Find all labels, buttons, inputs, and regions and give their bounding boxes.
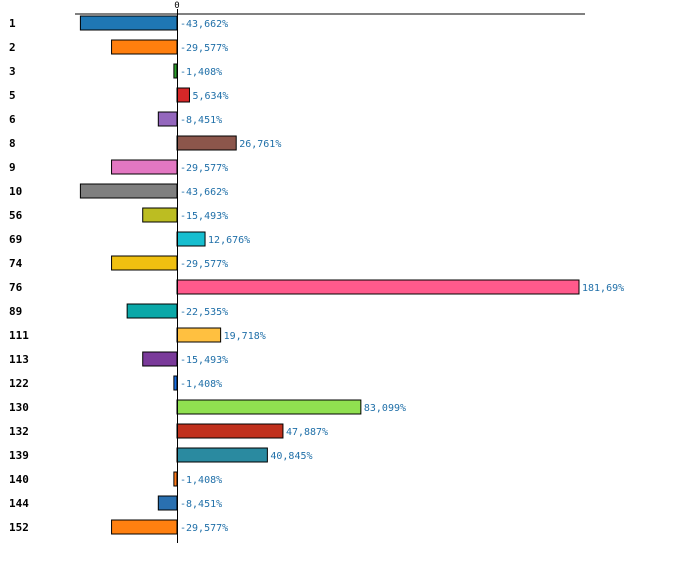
bar-89 bbox=[126, 303, 178, 319]
bar-76 bbox=[176, 279, 580, 295]
value-label-6: -8,451% bbox=[180, 115, 222, 126]
bar-1 bbox=[79, 15, 178, 31]
bar-3 bbox=[173, 63, 178, 79]
category-label-9: 9 bbox=[9, 161, 16, 174]
value-label-140: -1,408% bbox=[180, 475, 222, 486]
labels-group: 1 -43,662% 2 -29,577% 3 -1,408% 5 5,634% 6 -8,451… bbox=[9, 17, 624, 534]
bar-132 bbox=[176, 423, 284, 439]
bar-74 bbox=[111, 255, 178, 271]
bar-122 bbox=[173, 375, 178, 391]
category-label-130: 130 bbox=[9, 401, 29, 414]
bar-56 bbox=[142, 207, 178, 223]
bar-5 bbox=[176, 87, 190, 103]
value-label-122: -1,408% bbox=[180, 379, 222, 390]
value-label-130: 83,099% bbox=[364, 403, 406, 414]
bar-144 bbox=[157, 495, 178, 511]
value-label-9: -29,577% bbox=[180, 163, 228, 174]
value-label-152: -29,577% bbox=[180, 523, 228, 534]
category-label-6: 6 bbox=[9, 113, 16, 126]
zero-tick-label: 0 bbox=[174, 1, 179, 11]
bar-111 bbox=[176, 327, 222, 343]
category-label-140: 140 bbox=[9, 473, 29, 486]
bar-6 bbox=[157, 111, 178, 127]
category-label-56: 56 bbox=[9, 209, 23, 222]
category-label-69: 69 bbox=[9, 233, 22, 246]
value-label-5: 5,634% bbox=[192, 91, 228, 102]
value-label-144: -8,451% bbox=[180, 499, 222, 510]
category-label-122: 122 bbox=[9, 377, 29, 390]
category-label-1: 1 bbox=[9, 17, 16, 30]
value-label-3: -1,408% bbox=[180, 67, 222, 78]
value-label-10: -43,662% bbox=[180, 187, 228, 198]
value-label-8: 26,761% bbox=[239, 139, 281, 150]
value-label-69: 12,676% bbox=[208, 235, 250, 246]
bar-2 bbox=[111, 39, 178, 55]
bar-10 bbox=[79, 183, 178, 199]
value-label-139: 40,845% bbox=[270, 451, 312, 462]
category-label-111: 111 bbox=[9, 329, 29, 342]
category-label-2: 2 bbox=[9, 41, 16, 54]
value-label-1: -43,662% bbox=[180, 19, 228, 30]
category-label-113: 113 bbox=[9, 353, 29, 366]
category-label-3: 3 bbox=[9, 65, 16, 78]
bar-139 bbox=[176, 447, 268, 463]
value-label-132: 47,887% bbox=[286, 427, 328, 438]
bar-8 bbox=[176, 135, 237, 151]
bar-140 bbox=[173, 471, 178, 487]
category-label-5: 5 bbox=[9, 89, 16, 102]
value-label-56: -15,493% bbox=[180, 211, 228, 222]
bar-113 bbox=[142, 351, 178, 367]
category-label-152: 152 bbox=[9, 521, 29, 534]
category-label-8: 8 bbox=[9, 137, 16, 150]
category-label-10: 10 bbox=[9, 185, 22, 198]
category-label-144: 144 bbox=[9, 497, 29, 510]
bar-9 bbox=[111, 159, 178, 175]
category-label-89: 89 bbox=[9, 305, 22, 318]
value-label-74: -29,577% bbox=[180, 259, 228, 270]
axes-group: 0 bbox=[75, 1, 585, 543]
value-label-113: -15,493% bbox=[180, 355, 228, 366]
value-label-89: -22,535% bbox=[180, 307, 228, 318]
category-label-76: 76 bbox=[9, 281, 23, 294]
bar-130 bbox=[176, 399, 362, 415]
value-label-111: 19,718% bbox=[224, 331, 266, 342]
bar-69 bbox=[176, 231, 206, 247]
category-label-139: 139 bbox=[9, 449, 29, 462]
bar-152 bbox=[111, 519, 178, 535]
bars-group bbox=[79, 15, 580, 535]
value-label-2: -29,577% bbox=[180, 43, 228, 54]
category-label-132: 132 bbox=[9, 425, 29, 438]
category-label-74: 74 bbox=[9, 257, 23, 270]
value-label-76: 181,69% bbox=[582, 283, 624, 294]
